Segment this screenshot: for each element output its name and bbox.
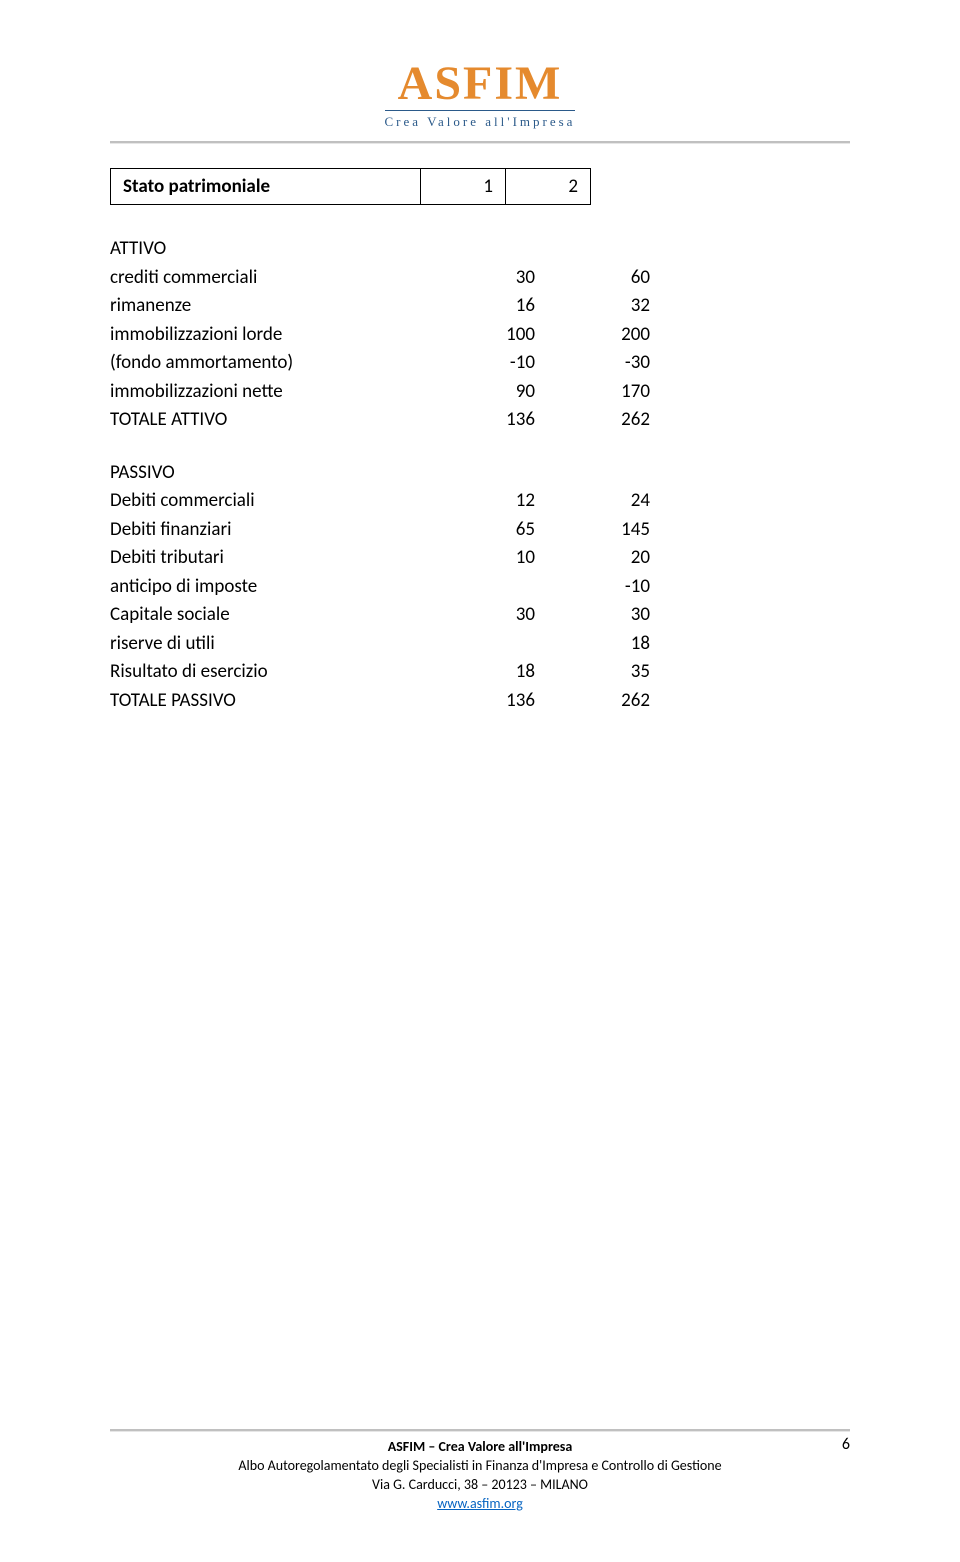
column-gap: [535, 573, 565, 602]
column-gap: [535, 406, 565, 435]
passivo-row: Debiti finanziari65 145: [110, 516, 850, 545]
attivo-row: immobilizzazioni nette90 170: [110, 378, 850, 407]
attivo-col1: -10: [450, 349, 535, 378]
column-gap: [535, 349, 565, 378]
attivo-label: immobilizzazioni lorde: [110, 321, 450, 350]
column-gap: [535, 264, 565, 293]
logo: ASFIM Crea Valore all'Impresa: [110, 60, 850, 131]
passivo-row: Capitale sociale3030: [110, 601, 850, 630]
passivo-section: PASSIVO Debiti commerciali1224Debiti fin…: [110, 453, 850, 716]
attivo-row: crediti commerciali30 60: [110, 264, 850, 293]
balance-col-2: 2: [506, 169, 591, 205]
footer-line-3: Via G. Carducci, 38 – 20123 – MILANO: [0, 1476, 960, 1495]
balance-title: Stato patrimoniale: [111, 169, 421, 205]
passivo-label: TOTALE PASSIVO: [110, 687, 450, 716]
column-gap: [535, 544, 565, 573]
passivo-col2: 24: [565, 487, 650, 516]
footer-link[interactable]: www.asfim.org: [437, 1495, 523, 1512]
column-gap: [535, 687, 565, 716]
passivo-col2: 145: [565, 516, 650, 545]
column-gap: [535, 292, 565, 321]
attivo-section: ATTIVO crediti commerciali3060rimanenze1…: [110, 229, 850, 435]
passivo-label: riserve di utili: [110, 630, 450, 659]
header-divider: [110, 141, 850, 144]
passivo-col1: [450, 573, 535, 602]
balance-header-table: Stato patrimoniale 1 2: [110, 168, 591, 205]
passivo-col2: 35: [565, 658, 650, 687]
passivo-col1: [450, 630, 535, 659]
passivo-row: riserve di utili 18: [110, 630, 850, 659]
passivo-col2: 20: [565, 544, 650, 573]
column-gap: [535, 487, 565, 516]
attivo-col2: 32: [565, 292, 650, 321]
column-gap: [535, 321, 565, 350]
attivo-col2: -30: [565, 349, 650, 378]
passivo-col2: 262: [565, 687, 650, 716]
passivo-label: Debiti commerciali: [110, 487, 450, 516]
passivo-label: Debiti tributari: [110, 544, 450, 573]
column-gap: [535, 516, 565, 545]
passivo-col1: 10: [450, 544, 535, 573]
passivo-col1: 12: [450, 487, 535, 516]
attivo-row: (fondo ammortamento)-10 -30: [110, 349, 850, 378]
attivo-col1: 30: [450, 264, 535, 293]
passivo-label: Debiti finanziari: [110, 516, 450, 545]
passivo-col2: 18: [565, 630, 650, 659]
attivo-label: (fondo ammortamento): [110, 349, 450, 378]
passivo-col1: 65: [450, 516, 535, 545]
attivo-row: rimanenze16 32: [110, 292, 850, 321]
passivo-row: anticipo di imposte -10: [110, 573, 850, 602]
passivo-row: Debiti tributari10 20: [110, 544, 850, 573]
attivo-label: rimanenze: [110, 292, 450, 321]
passivo-row: TOTALE PASSIVO136 262: [110, 687, 850, 716]
attivo-heading: ATTIVO: [110, 235, 450, 264]
footer-divider: [110, 1429, 850, 1432]
passivo-heading: PASSIVO: [110, 459, 450, 488]
attivo-col1: 90: [450, 378, 535, 407]
footer-line-2: Albo Autoregolamentato degli Specialisti…: [0, 1457, 960, 1476]
footer: ASFIM – Crea Valore all'Impresa Albo Aut…: [0, 1429, 960, 1514]
passivo-col1: 18: [450, 658, 535, 687]
passivo-col2: 30: [565, 601, 650, 630]
logo-tagline: Crea Valore all'Impresa: [385, 110, 576, 130]
passivo-label: anticipo di imposte: [110, 573, 450, 602]
attivo-col1: 136: [450, 406, 535, 435]
column-gap: [535, 601, 565, 630]
column-gap: [535, 658, 565, 687]
column-gap: [535, 378, 565, 407]
attivo-col2: 60: [565, 264, 650, 293]
balance-col-1: 1: [421, 169, 506, 205]
attivo-col2: 262: [565, 406, 650, 435]
attivo-col2: 170: [565, 378, 650, 407]
column-gap: [535, 630, 565, 659]
attivo-label: immobilizzazioni nette: [110, 378, 450, 407]
passivo-col2: -10: [565, 573, 650, 602]
attivo-row: immobilizzazioni lorde100 200: [110, 321, 850, 350]
attivo-label: crediti commerciali: [110, 264, 450, 293]
attivo-col2: 200: [565, 321, 650, 350]
passivo-col1: 136: [450, 687, 535, 716]
passivo-row: Risultato di esercizio18 35: [110, 658, 850, 687]
passivo-label: Risultato di esercizio: [110, 658, 450, 687]
passivo-label: Capitale sociale: [110, 601, 450, 630]
attivo-row: TOTALE ATTIVO136 262: [110, 406, 850, 435]
attivo-col1: 16: [450, 292, 535, 321]
passivo-col1: 30: [450, 601, 535, 630]
attivo-col1: 100: [450, 321, 535, 350]
passivo-row: Debiti commerciali12 24: [110, 487, 850, 516]
logo-text: ASFIM: [110, 60, 850, 108]
footer-line-1: ASFIM – Crea Valore all'Impresa: [0, 1438, 960, 1457]
attivo-label: TOTALE ATTIVO: [110, 406, 450, 435]
